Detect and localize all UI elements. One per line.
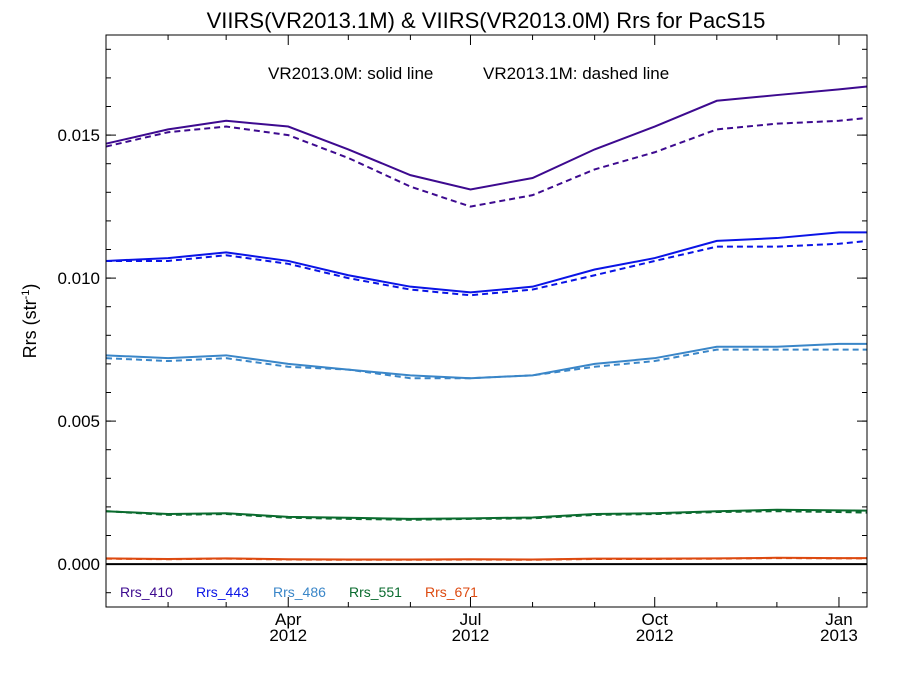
y-tick-label: 0.005 bbox=[57, 412, 100, 431]
y-axis-label: Rrs (str-1) bbox=[20, 284, 40, 359]
legend-entry-rrs-486: Rrs_486 bbox=[273, 584, 326, 600]
legend: Rrs_410 Rrs_443 Rrs_486 Rrs_551 Rrs_671 bbox=[120, 584, 478, 600]
x-tick-label-year: 2012 bbox=[636, 626, 674, 645]
annotation-solid: VR2013.0M: solid line bbox=[268, 64, 433, 83]
legend-entry-rrs-443: Rrs_443 bbox=[196, 584, 249, 600]
y-tick-label: 0.015 bbox=[57, 126, 100, 145]
series-line-solid-rrs-486 bbox=[105, 342, 867, 380]
series-line-dashed-rrs-486 bbox=[105, 348, 867, 380]
axis-layer: 0.0000.0050.0100.015Apr2012Jul2012Oct201… bbox=[57, 35, 867, 645]
chart-title: VIIRS(VR2013.1M) & VIIRS(VR2013.0M) Rrs … bbox=[207, 8, 766, 33]
x-tick-label-year: 2012 bbox=[452, 626, 490, 645]
series-line-solid-rrs-410 bbox=[105, 85, 868, 191]
legend-entry-rrs-671: Rrs_671 bbox=[425, 584, 478, 600]
x-tick-label-month: Jul bbox=[460, 610, 482, 629]
annotation-dashed: VR2013.1M: dashed line bbox=[483, 64, 669, 83]
x-tick-label-month: Jan bbox=[825, 610, 852, 629]
x-tick-label-year: 2012 bbox=[269, 626, 307, 645]
series-line-dashed-rrs-410 bbox=[105, 116, 868, 208]
y-tick-label: 0.010 bbox=[57, 269, 100, 288]
series-layer bbox=[105, 85, 868, 561]
y-tick-label: 0.000 bbox=[57, 555, 100, 574]
x-tick-label-year: 2013 bbox=[820, 626, 858, 645]
series-line-dashed-rrs-443 bbox=[106, 239, 868, 297]
series-line-solid-rrs-551 bbox=[105, 508, 868, 520]
x-tick-label-month: Oct bbox=[641, 610, 668, 629]
legend-entry-rrs-410: Rrs_410 bbox=[120, 584, 173, 600]
plot-frame bbox=[105, 34, 868, 608]
series-line-solid-rrs-443 bbox=[105, 231, 867, 294]
x-tick-label-month: Apr bbox=[275, 610, 302, 629]
legend-entry-rrs-551: Rrs_551 bbox=[349, 584, 402, 600]
series-line-solid-rrs-671 bbox=[105, 556, 867, 561]
